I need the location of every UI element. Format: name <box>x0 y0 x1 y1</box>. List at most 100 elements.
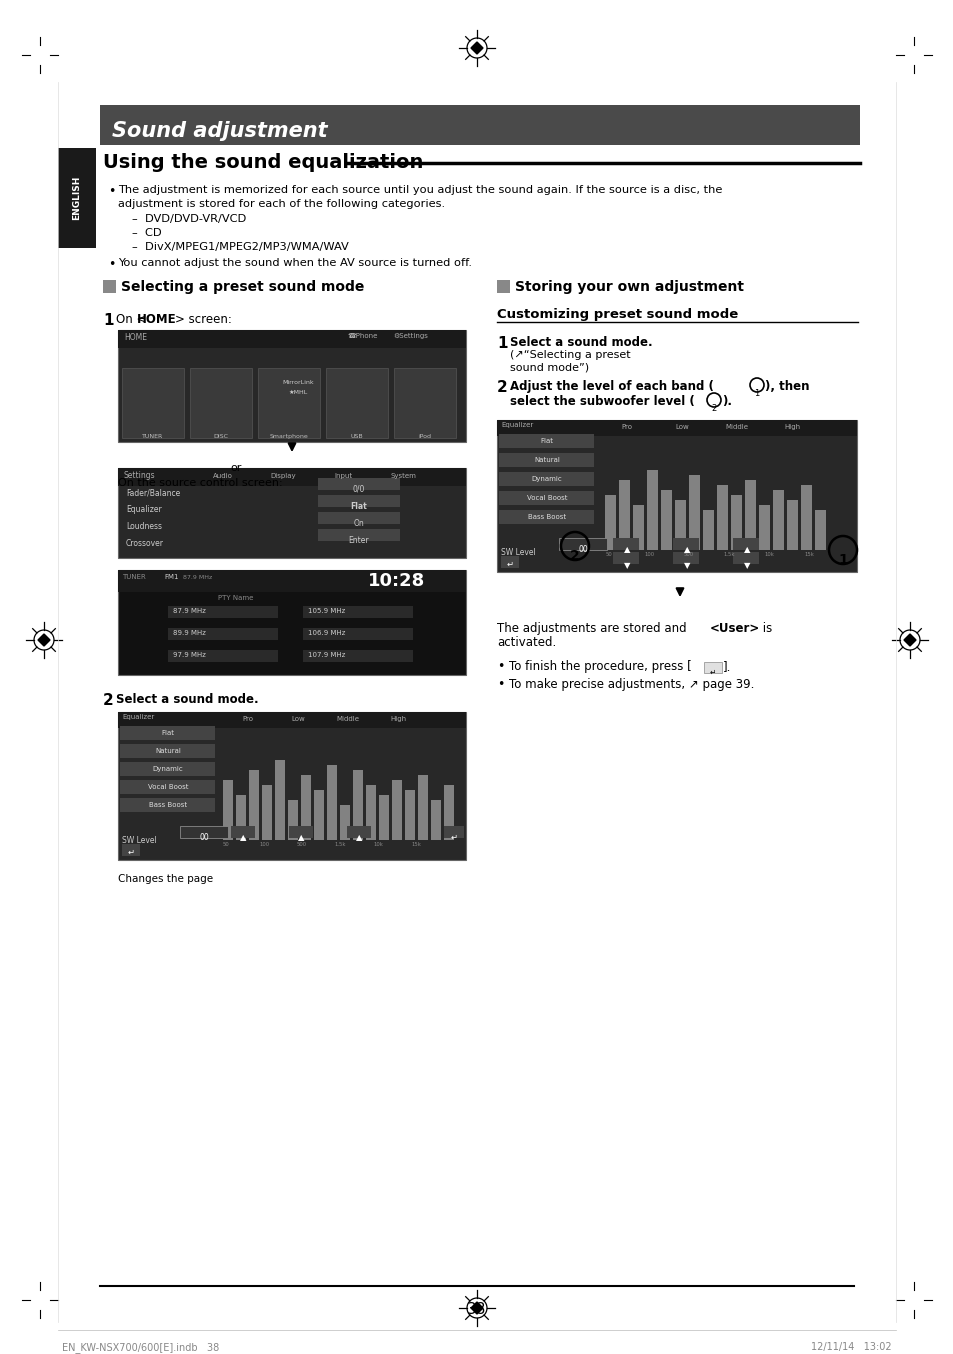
Bar <box>314 789 324 839</box>
Text: 1: 1 <box>103 313 113 328</box>
Text: 1.5k: 1.5k <box>722 552 734 556</box>
Bar <box>604 496 616 550</box>
Polygon shape <box>903 634 915 646</box>
Bar <box>443 785 454 839</box>
Bar <box>498 435 594 448</box>
Text: 105.9 MHz: 105.9 MHz <box>308 608 345 613</box>
Bar <box>703 662 721 673</box>
Text: 89.9 MHz: 89.9 MHz <box>172 630 206 636</box>
Text: 00: 00 <box>578 546 587 554</box>
Text: adjustment is stored for each of the following categories.: adjustment is stored for each of the fol… <box>118 199 445 209</box>
Bar <box>646 470 658 550</box>
Text: 97.9 MHz: 97.9 MHz <box>172 653 206 658</box>
Bar <box>118 712 465 860</box>
Bar <box>660 490 671 550</box>
Text: ↵: ↵ <box>506 559 513 569</box>
Bar <box>118 570 465 676</box>
Text: 107.9 MHz: 107.9 MHz <box>308 653 345 658</box>
Bar <box>120 798 214 812</box>
Bar <box>786 500 797 550</box>
Text: 87.9 MHz: 87.9 MHz <box>172 608 206 613</box>
Text: Equalizer: Equalizer <box>500 422 533 428</box>
Text: (↗“Selecting a preset: (↗“Selecting a preset <box>510 349 630 360</box>
Bar <box>613 552 639 565</box>
Text: Loudness: Loudness <box>126 523 162 531</box>
Text: MirrorLink: MirrorLink <box>282 380 314 385</box>
Bar <box>672 552 699 565</box>
Bar <box>100 106 859 145</box>
Bar <box>498 454 594 467</box>
Text: HOME: HOME <box>124 333 147 343</box>
Bar <box>417 774 428 839</box>
Bar <box>118 468 465 558</box>
Text: ⚙Settings: ⚙Settings <box>393 333 428 338</box>
Text: Settings: Settings <box>124 471 155 481</box>
Bar <box>118 570 465 592</box>
Text: Input: Input <box>334 473 352 479</box>
Bar <box>772 490 783 550</box>
Bar <box>289 826 313 838</box>
Text: 106.9 MHz: 106.9 MHz <box>308 630 345 636</box>
Bar <box>168 607 277 617</box>
Text: Equalizer: Equalizer <box>122 714 154 720</box>
Text: 87.9 MHz: 87.9 MHz <box>183 575 212 580</box>
Text: You cannot adjust the sound when the AV source is turned off.: You cannot adjust the sound when the AV … <box>118 259 472 268</box>
Text: ▼: ▼ <box>623 561 630 570</box>
Text: 1.5k: 1.5k <box>334 842 345 848</box>
Text: Crossover: Crossover <box>126 539 164 548</box>
Text: TUNER: TUNER <box>122 574 146 580</box>
Bar <box>498 473 594 486</box>
Text: 0/0: 0/0 <box>353 485 365 494</box>
Text: High: High <box>390 716 406 722</box>
Text: Bass Boost: Bass Boost <box>527 515 565 520</box>
Polygon shape <box>38 634 50 646</box>
Bar <box>317 529 399 542</box>
Bar <box>118 330 465 348</box>
Text: ▲: ▲ <box>355 833 362 842</box>
Bar <box>223 780 233 839</box>
Bar <box>317 496 399 506</box>
Text: 2: 2 <box>103 693 113 708</box>
Bar <box>759 505 769 550</box>
Text: On <: On < <box>116 313 146 326</box>
Text: ).: ). <box>721 395 731 408</box>
Text: Middle: Middle <box>724 424 748 431</box>
Text: To make precise adjustments, ↗ page 39.: To make precise adjustments, ↗ page 39. <box>509 678 754 691</box>
Bar <box>231 826 254 838</box>
Bar <box>118 468 465 486</box>
Bar <box>122 368 184 437</box>
Bar <box>103 280 116 292</box>
Bar <box>257 368 319 437</box>
Bar <box>744 481 755 550</box>
Text: or: or <box>230 463 241 473</box>
Text: 10k: 10k <box>373 842 382 848</box>
Bar <box>558 538 606 550</box>
Text: ENGLISH: ENGLISH <box>72 176 81 221</box>
Text: 10k: 10k <box>763 552 773 556</box>
Text: ].: ]. <box>722 659 731 673</box>
Text: sound mode”): sound mode”) <box>510 363 589 372</box>
Bar <box>814 510 825 550</box>
Text: EN_KW-NSX700/600[E].indb   38: EN_KW-NSX700/600[E].indb 38 <box>62 1342 219 1353</box>
Bar <box>288 800 297 839</box>
Bar <box>120 726 214 741</box>
Text: 500: 500 <box>296 842 307 848</box>
Bar <box>675 500 685 550</box>
Bar <box>120 762 214 776</box>
Text: 15k: 15k <box>411 842 420 848</box>
Bar <box>303 650 413 662</box>
Text: On the source control screen:: On the source control screen: <box>118 478 282 487</box>
Text: The adjustment is memorized for each source until you adjust the sound again. If: The adjustment is memorized for each sou… <box>118 185 721 195</box>
Text: ↵: ↵ <box>450 833 457 842</box>
Text: TUNER: TUNER <box>142 435 164 439</box>
Bar <box>118 330 465 441</box>
Bar <box>392 780 401 839</box>
Bar <box>443 826 463 838</box>
Text: The adjustments are stored and: The adjustments are stored and <box>497 621 690 635</box>
Text: SW Level: SW Level <box>122 835 156 845</box>
Polygon shape <box>471 1303 482 1313</box>
Text: ▲: ▲ <box>743 546 749 554</box>
Text: Equalizer: Equalizer <box>126 505 162 515</box>
Bar <box>405 789 415 839</box>
Text: select the subwoofer level (: select the subwoofer level ( <box>510 395 694 408</box>
